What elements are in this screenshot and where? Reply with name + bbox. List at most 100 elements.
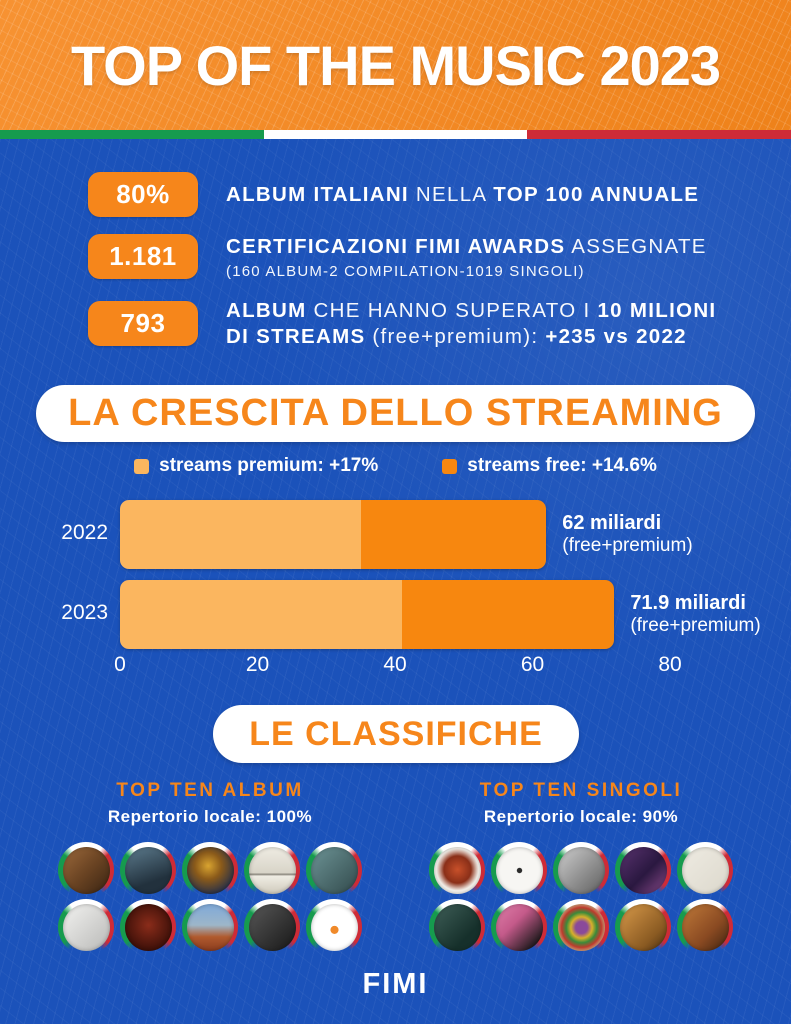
- single-cover-9: [615, 899, 671, 955]
- bar-value-label-2023: 71.9 miliardi (free+premium): [630, 591, 760, 638]
- bar-total-text: 71.9 miliardi: [630, 592, 746, 614]
- single-cover-8-art: [557, 903, 605, 951]
- bar-segment-2022-free: [360, 500, 547, 569]
- italian-flag-stripe: [0, 130, 791, 139]
- single-cover-8: [553, 899, 609, 955]
- fimi-logo: FIMI: [362, 968, 429, 1000]
- bar-total-subtext: (free+premium): [630, 615, 761, 636]
- legend-swatch-icon: [134, 458, 150, 474]
- album-cover-5: [306, 842, 362, 898]
- single-cover-4-art: [619, 846, 667, 894]
- single-cover-2: [491, 842, 547, 898]
- album-cover-4: [244, 842, 300, 898]
- album-cover-9-art: [248, 903, 296, 951]
- chart-year-label-2023: 2023: [61, 601, 108, 624]
- stat-text-regular: CHE HANNO SUPERATO I: [306, 299, 598, 322]
- stat-text-bold: ALBUM: [226, 299, 307, 322]
- legend-label: streams free: +14.6%: [467, 455, 657, 476]
- single-cover-1: [429, 842, 485, 898]
- stat-text-streams: ALBUM CHE HANNO SUPERATO I 10 MILIONI DI…: [226, 298, 716, 349]
- single-cover-1-art: [433, 846, 481, 894]
- classifiche-title-text: LE CLASSIFICHE: [249, 714, 543, 753]
- covers-grid-0: [45, 842, 375, 955]
- album-cover-6-art: [62, 903, 110, 951]
- stat-text-bold: DI STREAMS: [226, 324, 366, 348]
- single-cover-7-art: [495, 903, 543, 951]
- page-title: TOP OF THE MUSIC 2023: [70, 33, 721, 97]
- legend-label: streams premium: +17%: [159, 455, 379, 476]
- single-cover-9-art: [619, 903, 667, 951]
- flag-green-segment: [0, 130, 264, 139]
- x-axis-tick-80: 80: [658, 653, 682, 676]
- single-cover-4: [615, 842, 671, 898]
- bar-segment-2023-premium: [120, 580, 402, 649]
- stacked-bar-2023: [120, 580, 615, 649]
- stat-text-top100: ALBUM ITALIANI NELLA TOP 100 ANNUALE: [226, 182, 699, 208]
- bar-segment-2022-premium: [120, 500, 361, 569]
- single-cover-10: [677, 899, 733, 955]
- x-axis-tick-60: 60: [520, 653, 545, 676]
- chart-legend: streams premium: +17% streams free: +14.6…: [0, 455, 791, 477]
- covers-grid-1: [416, 842, 746, 955]
- bar-segment-2023-free: [401, 580, 615, 649]
- stat-text-bold: TOP 100 ANNUALE: [493, 182, 700, 206]
- stat-badge-793: 793: [88, 301, 198, 347]
- x-axis-tick-0: 0: [114, 653, 126, 676]
- column-top-ten-album: TOP TEN ALBUM Repertorio locale: 100%: [45, 780, 375, 955]
- flag-white-segment: [263, 130, 528, 139]
- stat-text-bold: 10 MILIONI: [597, 299, 717, 322]
- album-cover-5-art: [310, 846, 358, 894]
- album-cover-1: [58, 842, 114, 898]
- bar-value-label-2022: 62 miliardi (free+premium): [562, 511, 692, 558]
- album-cover-7-art: [124, 903, 172, 951]
- single-cover-5: [677, 842, 733, 898]
- album-cover-4-art: [248, 846, 296, 894]
- stat-row-top100: 80% ALBUM ITALIANI NELLA TOP 100 ANNUALE: [88, 172, 755, 217]
- stat-row-streams: 793 ALBUM CHE HANNO SUPERATO I 10 MILION…: [88, 298, 755, 349]
- album-cover-1-art: [62, 846, 110, 894]
- stat-text-certifications: CERTIFICAZIONI FIMI AWARDS ASSEGNATE (16…: [226, 234, 707, 280]
- bar-total-subtext: (free+premium): [562, 535, 693, 556]
- stat-badge-80pct: 80%: [88, 172, 198, 217]
- stat-text-bold: +235 vs 2022: [545, 324, 687, 348]
- column-title-album: TOP TEN ALBUM: [116, 780, 304, 801]
- single-cover-3-art: [557, 846, 605, 894]
- section-title-classifiche: LE CLASSIFICHE: [213, 705, 579, 763]
- album-cover-10-art: [310, 903, 358, 951]
- album-cover-10: [306, 899, 362, 955]
- header-banner: TOP OF THE MUSIC 2023: [0, 0, 791, 130]
- stat-text-regular: ASSEGNATE: [565, 235, 707, 258]
- album-cover-7: [120, 899, 176, 955]
- album-cover-9: [244, 899, 300, 955]
- album-cover-3: [182, 842, 238, 898]
- x-axis-tick-20: 20: [245, 653, 270, 676]
- streaming-chart: 2022 62 miliardi (free+premium) 2023 71.9 mi…: [0, 490, 791, 685]
- album-cover-8-art: [186, 903, 234, 951]
- streaming-title-text: LA CRESCITA DELLO STREAMING: [68, 392, 723, 434]
- stat-badge-1181: 1.181: [88, 234, 198, 280]
- single-cover-5-art: [681, 846, 729, 894]
- stat-subtext-breakdown: (160 ALBUM-2 COMPILATION-1019 SINGOLI): [226, 262, 585, 280]
- stat-row-certifications: 1.181 CERTIFICAZIONI FIMI AWARDS ASSEGNA…: [88, 234, 755, 280]
- column-title-singoli: TOP TEN SINGOLI: [479, 780, 683, 801]
- stacked-bar-2022: [120, 500, 547, 569]
- stat-text-regular: (free+premium):: [365, 324, 546, 348]
- album-cover-6: [58, 899, 114, 955]
- column-subtitle-singoli: Repertorio locale: 90%: [483, 807, 679, 826]
- single-cover-7: [491, 899, 547, 955]
- single-cover-3: [553, 842, 609, 898]
- album-cover-2-art: [124, 846, 172, 894]
- x-axis-tick-40: 40: [383, 653, 407, 676]
- stat-text-bold: CERTIFICAZIONI FIMI AWARDS: [226, 235, 566, 258]
- album-cover-2: [120, 842, 176, 898]
- single-cover-10-art: [681, 903, 729, 951]
- single-cover-6-art: [433, 903, 481, 951]
- bar-total-text: 62 miliardi: [562, 512, 662, 534]
- flag-red-segment: [527, 130, 791, 139]
- album-cover-8: [182, 899, 238, 955]
- single-cover-2-art: [495, 846, 543, 894]
- stat-text-regular: NELLA: [408, 182, 494, 206]
- stat-text-bold: ALBUM ITALIANI: [226, 182, 409, 206]
- column-subtitle-album: Repertorio locale: 100%: [107, 807, 313, 826]
